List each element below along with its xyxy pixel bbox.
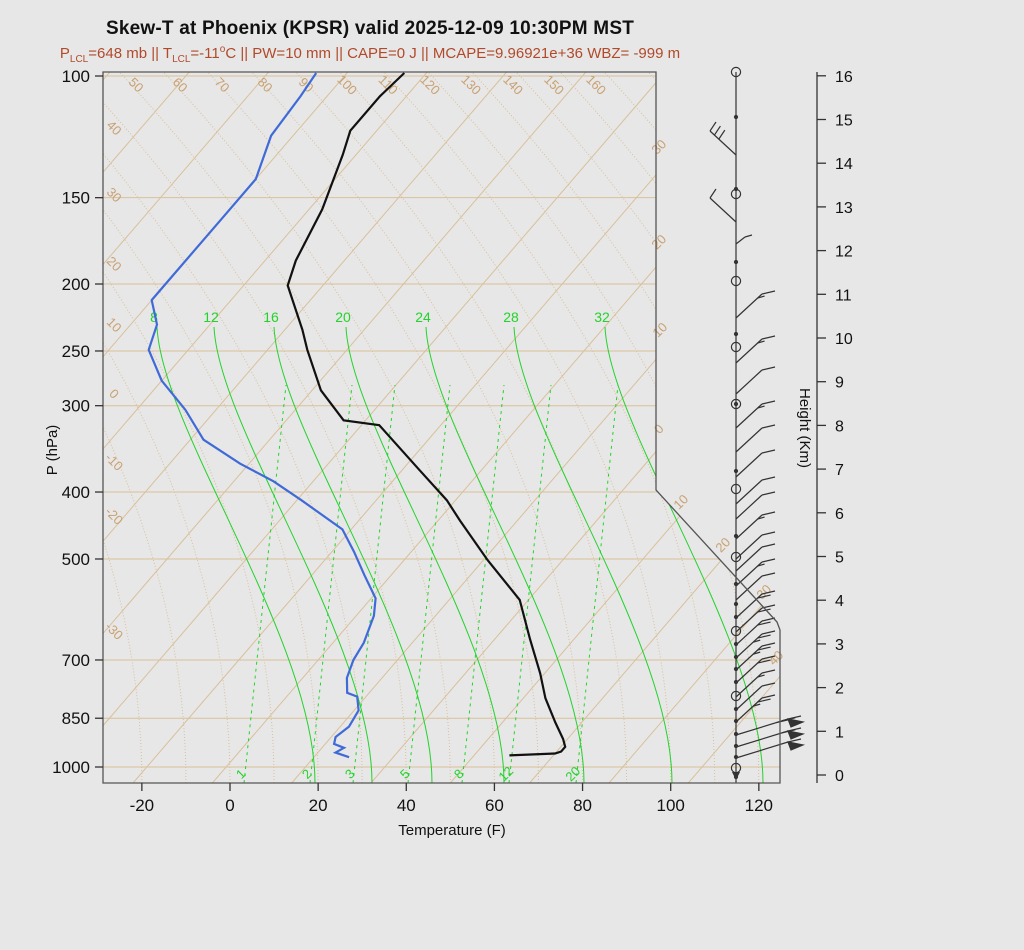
- svg-text:4: 4: [835, 593, 844, 610]
- svg-text:20: 20: [648, 231, 669, 252]
- svg-text:5: 5: [397, 766, 413, 782]
- svg-text:14: 14: [835, 156, 853, 173]
- svg-text:60: 60: [485, 796, 504, 815]
- svg-text:1: 1: [835, 724, 844, 741]
- svg-text:0: 0: [835, 768, 844, 785]
- svg-text:3: 3: [835, 637, 844, 654]
- plot-border: [102, 71, 781, 784]
- grid-lines: [103, 72, 780, 783]
- temperature-axis-title: Temperature (F): [398, 822, 506, 839]
- svg-text:40: 40: [397, 796, 416, 815]
- svg-text:12: 12: [835, 244, 853, 261]
- svg-text:10: 10: [835, 331, 853, 348]
- svg-text:-20: -20: [102, 504, 126, 528]
- svg-text:30: 30: [648, 136, 669, 157]
- svg-text:700: 700: [62, 651, 90, 670]
- svg-text:24: 24: [415, 309, 431, 325]
- svg-text:0: 0: [651, 421, 667, 437]
- svg-text:100: 100: [62, 67, 90, 86]
- svg-text:28: 28: [503, 309, 519, 325]
- svg-text:2: 2: [299, 766, 315, 782]
- svg-text:8: 8: [150, 309, 158, 325]
- svg-text:16: 16: [263, 309, 279, 325]
- grid-labels: 50 60 70 80 90 100 110 120 130 140 150 160403020100…: [102, 72, 786, 784]
- svg-text:150: 150: [62, 189, 90, 208]
- svg-text:32: 32: [594, 309, 610, 325]
- pressure-axis-title: P (hPa): [44, 425, 61, 476]
- svg-text:50: 50: [126, 74, 147, 95]
- svg-text:10: 10: [649, 319, 670, 340]
- svg-text:11: 11: [835, 287, 852, 304]
- svg-text:6: 6: [835, 506, 844, 523]
- svg-text:3: 3: [342, 766, 358, 782]
- svg-text:15: 15: [835, 113, 853, 130]
- svg-text:-20: -20: [130, 796, 155, 815]
- svg-text:70: 70: [212, 74, 233, 95]
- svg-text:120: 120: [745, 796, 773, 815]
- svg-text:1: 1: [233, 766, 249, 782]
- svg-text:40: 40: [104, 117, 125, 138]
- svg-text:0: 0: [106, 386, 122, 402]
- svg-text:20: 20: [104, 253, 125, 274]
- svg-text:10: 10: [104, 314, 125, 335]
- svg-text:300: 300: [62, 397, 90, 416]
- svg-text:0: 0: [225, 796, 234, 815]
- svg-text:80: 80: [255, 74, 276, 95]
- svg-text:12: 12: [203, 309, 219, 325]
- svg-text:-10: -10: [102, 450, 126, 474]
- temperature-trace: [286, 72, 567, 757]
- height-axis-title: Height (Km): [796, 388, 813, 468]
- svg-text:1000: 1000: [52, 758, 90, 777]
- chart-title: Skew-T at Phoenix (KPSR) valid 2025-12-0…: [106, 18, 634, 39]
- svg-text:30: 30: [104, 184, 125, 205]
- svg-text:8: 8: [835, 418, 844, 435]
- svg-text:13: 13: [835, 200, 853, 217]
- svg-text:200: 200: [62, 275, 90, 294]
- svg-text:80: 80: [573, 796, 592, 815]
- svg-text:60: 60: [170, 74, 191, 95]
- sounding-traces: [147, 72, 567, 759]
- svg-text:20: 20: [309, 796, 328, 815]
- svg-text:400: 400: [62, 483, 90, 502]
- wind-barb-column: [709, 66, 806, 783]
- svg-text:250: 250: [62, 342, 90, 361]
- svg-text:500: 500: [62, 550, 90, 569]
- svg-text:100: 100: [657, 796, 685, 815]
- chart-subtitle: PLCL=648 mb || TLCL=-11oC || PW=10 mm ||…: [59, 44, 681, 65]
- svg-text:2: 2: [835, 681, 844, 698]
- svg-text:20: 20: [335, 309, 351, 325]
- svg-text:850: 850: [62, 709, 90, 728]
- svg-text:-30: -30: [102, 619, 126, 643]
- svg-text:20: 20: [712, 534, 733, 555]
- svg-text:5: 5: [835, 550, 844, 567]
- dewpoint-trace: [147, 72, 377, 759]
- svg-text:9: 9: [835, 375, 844, 392]
- svg-text:7: 7: [835, 462, 844, 479]
- svg-text:16: 16: [835, 69, 853, 86]
